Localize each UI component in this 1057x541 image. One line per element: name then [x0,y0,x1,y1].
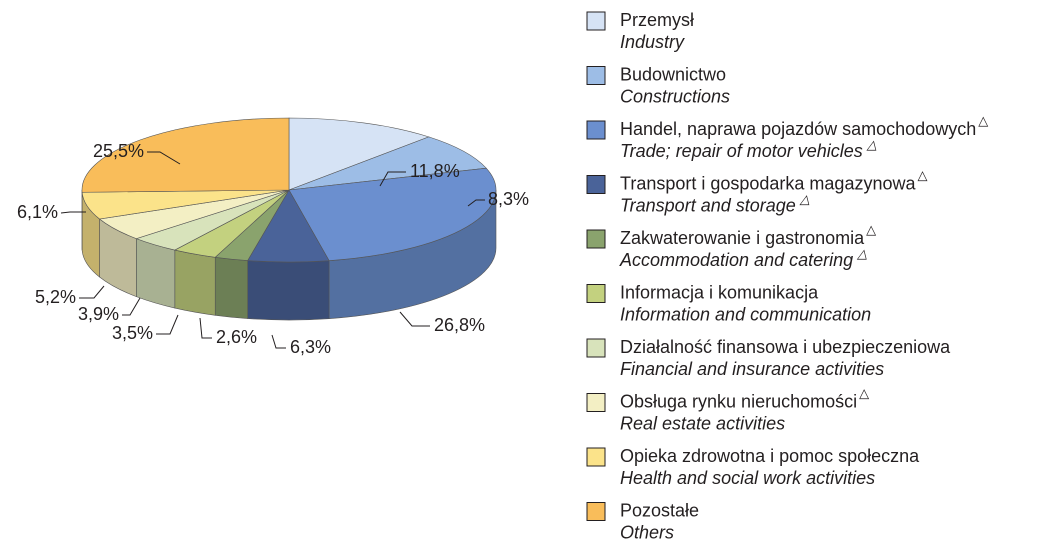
pie-slice-side [247,260,330,321]
leader-line [60,211,86,214]
legend-label-pl: Budownictwo [620,64,726,84]
legend-swatch [586,284,606,303]
leader-line [156,314,179,335]
leader-line [199,317,212,339]
legend-label: Obsługa rynku nieruchomości △ [620,386,869,411]
legend-label-en: Financial and insurance activities [620,359,884,379]
legend-label: Informacja i komunikacja [620,282,819,302]
legend-mark: △ [866,222,876,237]
legend-label-en: Others [620,522,674,541]
legend-label-pl: Handel, naprawa pojazdów samochodowych [620,119,976,139]
leader-line [399,311,430,327]
legend-label-en: Accommodation and catering [619,250,853,270]
leader-line [79,285,105,299]
data-label: 26,8% [434,315,485,335]
legend-label: Transport and storage △ [620,192,810,215]
data-label: 3,9% [78,304,119,324]
pie-slice [288,136,487,191]
pie-slice-side [214,256,248,319]
data-label: 8,3% [488,189,529,209]
legend-label: Zakwaterowanie i gastronomia △ [620,222,876,247]
leader-line [147,151,181,165]
data-label: 5,2% [35,287,76,307]
legend-label: Handel, naprawa pojazdów samochodowych △ [620,113,988,138]
legend-label-en: Health and social work activities [620,468,875,488]
legend-mark: △ [866,137,877,152]
leader-line [271,334,286,349]
pie-slice-side [174,249,216,316]
legend-label-pl: Działalność finansowa i ubezpieczeniowa [620,337,951,357]
legend-mark: △ [799,192,810,207]
legend-label-pl: Przemysł [620,10,694,30]
legend-label: Real estate activities [620,413,785,433]
legend-label: Opieka zdrowotna i pomoc społeczna [620,446,920,466]
legend-label: Financial and insurance activities [620,359,884,379]
legend-swatch [586,447,606,467]
legend-mark: △ [918,168,928,183]
legend-label-pl: Transport i gospodarka magazynowa [620,173,916,193]
legend-label-pl: Obsługa rynku nieruchomości [620,391,857,411]
data-label: 6,3% [290,337,331,357]
legend-label: Constructions [620,86,730,106]
legend-swatch [586,502,606,521]
pie-slice-side [136,238,176,309]
leader-line [379,171,406,187]
legend-mark: △ [856,246,867,261]
legend-label: Pozostałe [620,500,699,520]
legend-label: Information and communication [620,304,871,324]
leader-line [122,297,141,316]
legend-swatch [586,11,606,31]
leader-line [467,199,485,207]
data-label: 11,8% [410,161,460,181]
legend-label: Trade; repair of motor vehicles △ [620,137,877,160]
legend-label: Accommodation and catering △ [619,246,867,269]
pie-slice [81,117,290,193]
legend-mark: △ [978,113,988,128]
legend-swatch [586,175,606,194]
legend-label: Działalność finansowa i ubezpieczeniowa [620,337,951,357]
legend-label-en: Information and communication [620,304,871,324]
data-label: 6,1% [17,202,58,222]
pie-slice [288,117,430,191]
legend-label: Przemysł [620,10,694,30]
legend-label-pl: Zakwaterowanie i gastronomia [620,228,865,248]
legend-label-en: Industry [620,32,685,52]
legend-label: Health and social work activities [620,468,875,488]
legend-label-en: Real estate activities [620,413,785,433]
legend-label-en: Transport and storage [620,195,796,215]
pie-slice [288,167,497,261]
legend-label-en: Constructions [620,86,730,106]
legend-swatch [586,66,606,85]
data-label: 3,5% [112,323,153,343]
data-label: 2,6% [216,327,257,347]
legend-label: Others [620,522,674,541]
legend-label-pl: Pozostałe [620,500,699,520]
legend-label-pl: Informacja i komunikacja [620,282,819,302]
legend-swatch [586,393,606,412]
legend-label: Transport i gospodarka magazynowa △ [620,168,928,193]
data-label: 25,5% [93,141,144,161]
legend-label-pl: Opieka zdrowotna i pomoc społeczna [620,446,920,466]
legend-swatch [586,120,606,140]
legend-mark: △ [859,386,869,401]
legend-swatch [586,338,606,358]
legend-label: Industry [620,32,685,52]
legend-swatch [586,229,606,249]
legend-label-en: Trade; repair of motor vehicles [620,141,863,161]
legend-label: Budownictwo [620,64,726,84]
